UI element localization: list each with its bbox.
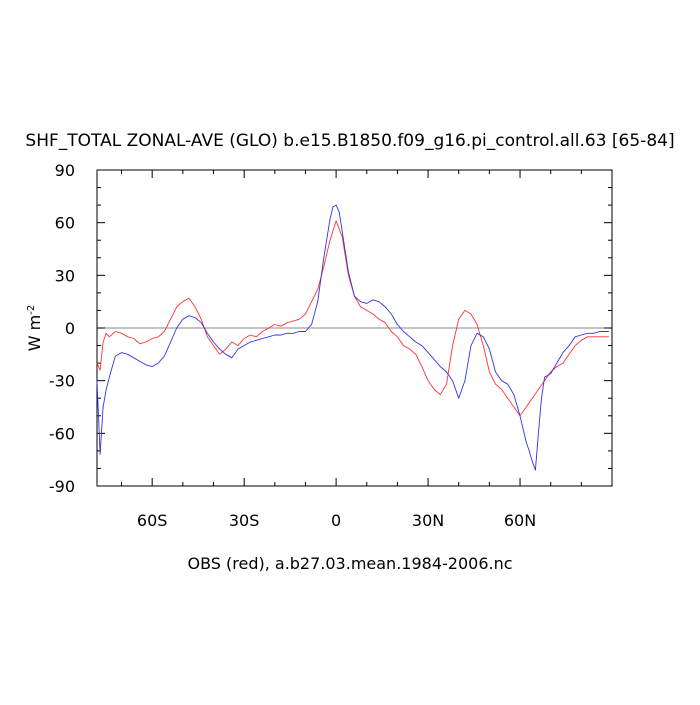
y-tick-label: 90 bbox=[55, 161, 75, 180]
y-axis-label: W m-2 bbox=[25, 305, 44, 351]
x-tick-label: 60N bbox=[504, 511, 536, 530]
y-axis-label-unit: W m bbox=[25, 315, 44, 352]
y-tick-label: -60 bbox=[49, 424, 75, 443]
x-tick-label: 30N bbox=[412, 511, 444, 530]
y-tick-label: -90 bbox=[49, 477, 75, 496]
y-tick-label: -30 bbox=[49, 372, 75, 391]
chart-title: SHF_TOTAL ZONAL-AVE (GLO) b.e15.B1850.f0… bbox=[25, 131, 674, 151]
y-axis-label-exponent: -2 bbox=[26, 305, 37, 315]
series-line-red bbox=[96, 220, 609, 417]
chart-subtitle: OBS (red), a.b27.03.mean.1984-2006.nc bbox=[187, 554, 512, 573]
y-tick-label: 0 bbox=[65, 319, 75, 338]
x-tick-label: 60S bbox=[137, 511, 168, 530]
y-tick-label: 60 bbox=[55, 214, 75, 233]
series-line-blue bbox=[96, 204, 609, 471]
x-tick-label: 30S bbox=[229, 511, 260, 530]
x-tick-label: 0 bbox=[331, 511, 341, 530]
y-tick-label: 30 bbox=[55, 266, 75, 285]
